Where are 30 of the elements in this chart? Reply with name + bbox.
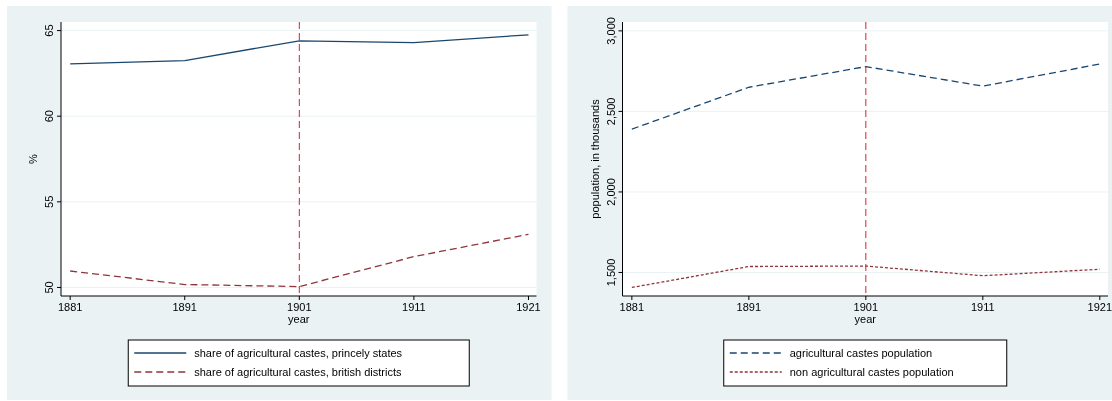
y-tick-label: 55	[43, 195, 55, 208]
x-axis-title: year	[288, 313, 310, 325]
legend-label: agricultural castes population	[789, 347, 933, 359]
y-tick-label: 3,000	[604, 17, 617, 45]
y-tick-label: 2,500	[604, 97, 617, 126]
line-series	[631, 63, 1101, 130]
x-tick-label: 1921	[1087, 301, 1112, 313]
y-tick-label: 65	[43, 24, 55, 37]
x-tick-label: 1881	[619, 301, 645, 313]
y-axis-title: %	[27, 153, 39, 164]
x-tick-label: 1911	[970, 301, 995, 313]
line-series	[69, 233, 530, 288]
y-tick-label: 60	[43, 110, 55, 123]
line-series	[69, 34, 530, 65]
legend-label: non agricultural castes population	[789, 366, 954, 378]
x-tick-label: 1901	[853, 301, 879, 313]
x-tick-label: 1891	[736, 301, 762, 313]
y-tick-label: 1,500	[604, 258, 617, 287]
x-axis-title: year	[854, 313, 877, 325]
x-tick-label: 1921	[516, 301, 541, 313]
y-tick-label: 50	[43, 281, 55, 294]
x-tick-label: 1911	[402, 301, 426, 313]
x-tick-label: 1901	[287, 301, 312, 313]
y-tick-label: 2,000	[604, 178, 617, 206]
x-tick-label: 1881	[57, 301, 83, 313]
legend-label: share of agricultural castes, princely states	[194, 347, 403, 359]
x-tick-label: 1891	[172, 301, 197, 313]
y-axis-title: population, in thousands	[588, 98, 601, 219]
line-series	[631, 265, 1101, 289]
legend-label: share of agricultural castes, british districts	[194, 366, 402, 378]
